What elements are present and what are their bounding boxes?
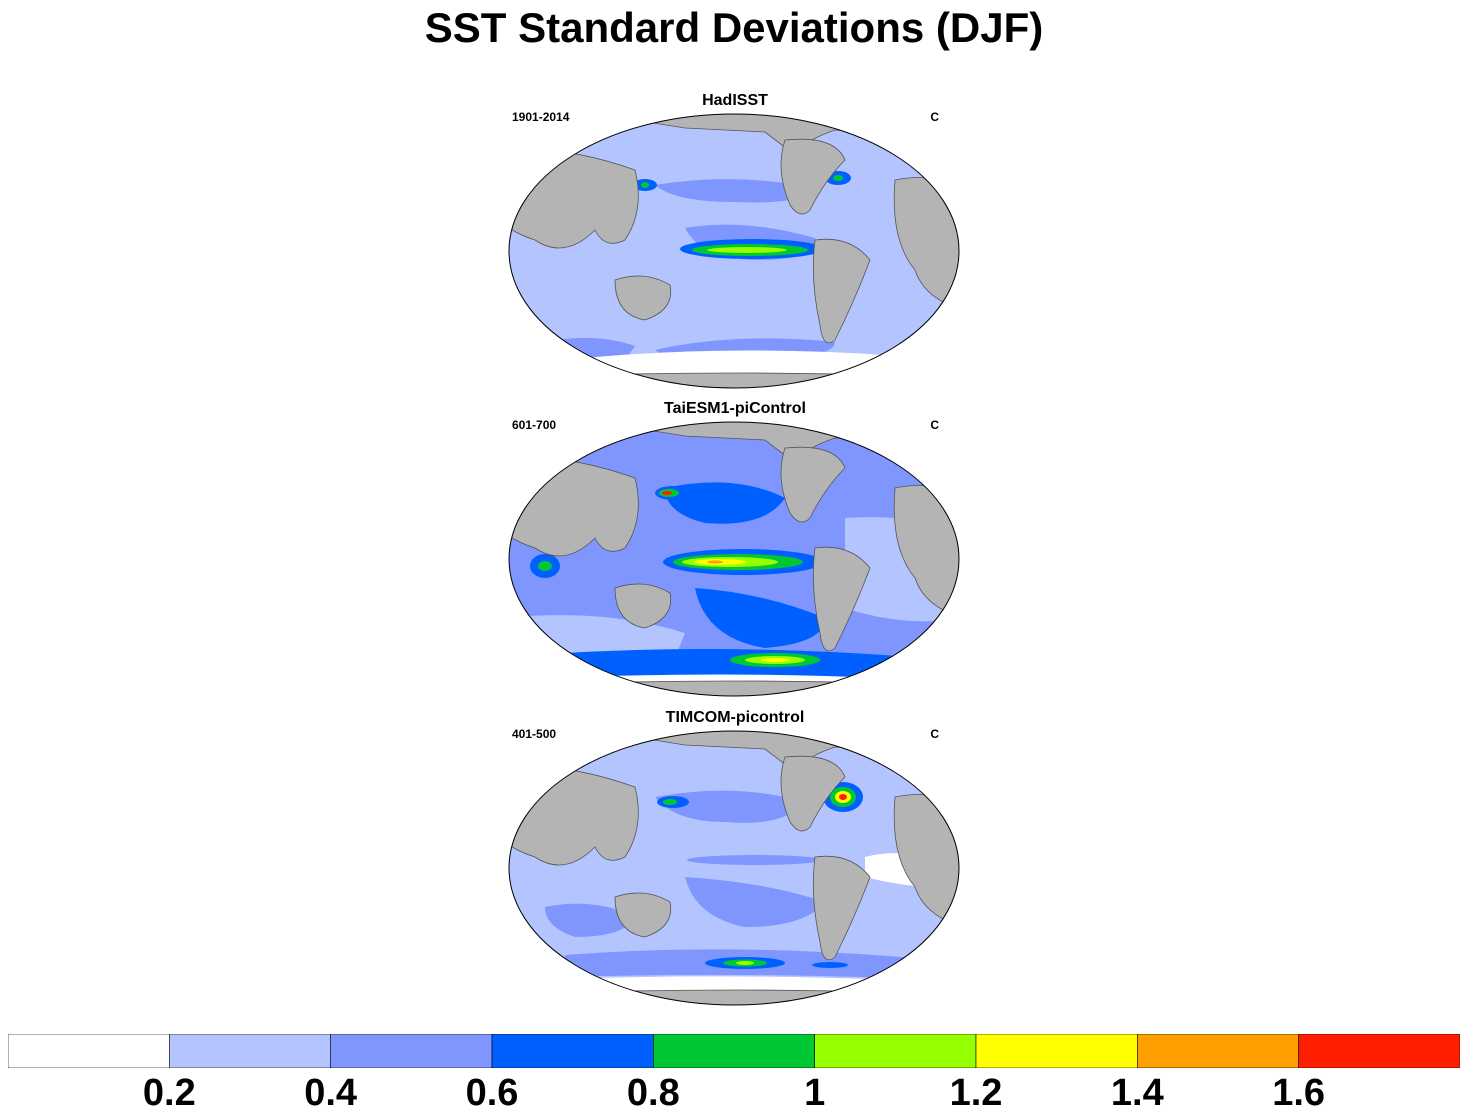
map-border [508, 730, 960, 1006]
panel-units-label: C [930, 727, 939, 741]
panel-title: TIMCOM-picontrol [665, 709, 805, 726]
colorbar-swatch [975, 1034, 1138, 1068]
map-panel-timcom: TIMCOM-picontrol 401-500 C [505, 709, 965, 1009]
map-panel-taiesm1: TaiESM1-piControl 601-700 C [505, 400, 965, 700]
land-south-america [812, 546, 871, 652]
panel-title: TaiESM1-piControl [664, 400, 806, 417]
colorbar-swatch [1298, 1034, 1460, 1068]
map-timcom [508, 730, 960, 1006]
colorbar-labels: 0.2 0.4 0.6 0.8 1 1.2 1.4 1.6 [0, 1070, 1468, 1116]
sst-region-north-pacific [655, 790, 805, 823]
sst-region-north-pacific [655, 179, 815, 203]
colorbar-tick-label: 1.4 [1110, 1072, 1164, 1114]
colorbar-swatch [169, 1034, 331, 1068]
colorbar-tick-label: 0.4 [304, 1072, 358, 1114]
colorbar-swatch [8, 1034, 170, 1068]
colorbar-tick-label: 1.6 [1272, 1072, 1326, 1114]
land-antarctica [509, 680, 959, 696]
panel-period-label: 401-500 [512, 727, 557, 741]
colorbar [8, 1034, 1460, 1068]
colorbar-tick-label: 0.6 [465, 1072, 519, 1114]
colorbar-tick-label: 1 [804, 1072, 826, 1114]
panel-units-label: C [930, 418, 939, 432]
map-border [508, 113, 960, 389]
panel-title: HadISST [702, 92, 768, 109]
map-hadisst [508, 113, 960, 389]
land-antarctica [509, 372, 959, 388]
panel-period-label: 1901-2014 [512, 110, 570, 124]
sst-region-south-pacific [685, 877, 825, 927]
colorbar-tick-label: 1.2 [949, 1072, 1003, 1114]
land-north-america [780, 446, 846, 523]
sst-region-south-pacific [695, 588, 825, 648]
colorbar-tick-label: 0.2 [142, 1072, 196, 1114]
land-north-america [780, 138, 846, 215]
sst-region-north-pacific [665, 482, 785, 524]
sst-region-nino-core [707, 247, 787, 253]
land-south-america [812, 238, 871, 344]
colorbar-tick-label: 0.8 [626, 1072, 680, 1114]
map-panel-hadisst: HadISST 1901-2014 C [505, 92, 965, 392]
land-north-america [780, 755, 846, 832]
colorbar-swatch [814, 1034, 977, 1068]
colorbar-swatch [491, 1034, 654, 1068]
land-australia [614, 892, 672, 938]
map-border [508, 421, 960, 697]
colorbar-swatch [653, 1034, 815, 1068]
land-australia [614, 583, 672, 629]
land-australia [614, 275, 672, 321]
land-antarctica [509, 989, 959, 1005]
chart-title: SST Standard Deviations (DJF) [424, 4, 1044, 51]
land-south-america [812, 855, 871, 961]
panel-period-label: 601-700 [512, 418, 557, 432]
panel-units-label: C [930, 110, 939, 124]
colorbar-swatch [330, 1034, 493, 1068]
map-taiesm1 [508, 421, 960, 697]
colorbar-swatch [1137, 1034, 1299, 1068]
sst-region-equatorial [687, 855, 823, 865]
